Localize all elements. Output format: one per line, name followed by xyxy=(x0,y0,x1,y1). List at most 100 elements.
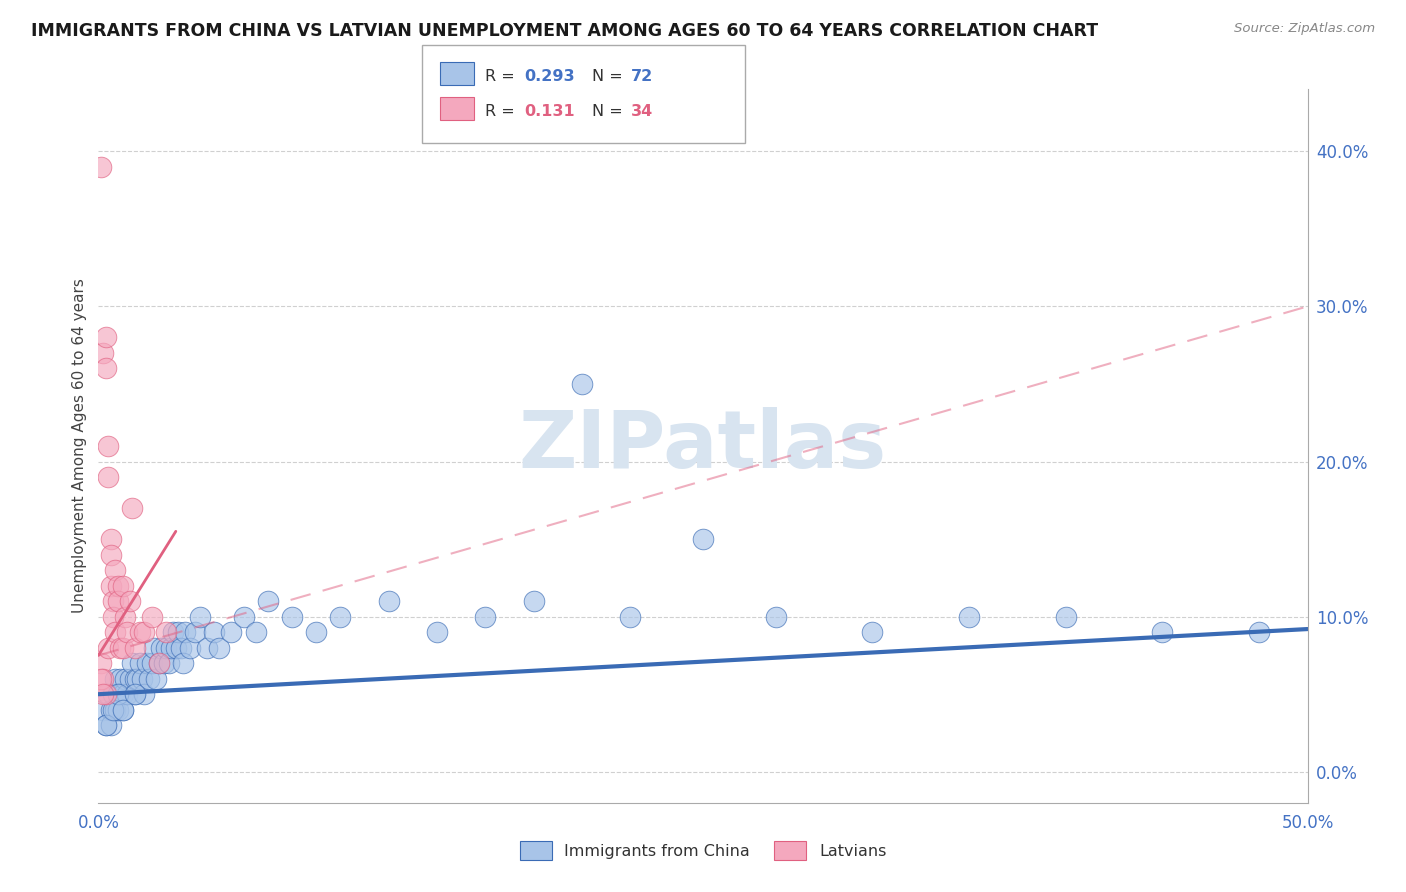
Point xyxy=(765,609,787,624)
Point xyxy=(121,501,143,516)
Point xyxy=(619,609,641,624)
Point xyxy=(143,640,166,655)
Point xyxy=(245,625,267,640)
Point xyxy=(91,703,114,717)
Point xyxy=(523,594,546,608)
Point xyxy=(108,640,131,655)
Point xyxy=(117,687,139,701)
Point xyxy=(104,563,127,577)
Point xyxy=(152,656,174,670)
Point xyxy=(100,579,122,593)
Point xyxy=(208,640,231,655)
Point xyxy=(100,718,122,732)
Point xyxy=(111,687,134,701)
Point xyxy=(90,656,112,670)
Point xyxy=(141,656,163,670)
Point xyxy=(860,625,883,640)
Point xyxy=(94,687,117,701)
Point xyxy=(128,625,150,640)
Point xyxy=(167,625,190,640)
Legend: Immigrants from China, Latvians: Immigrants from China, Latvians xyxy=(513,835,893,866)
Text: ZIPatlas: ZIPatlas xyxy=(519,407,887,485)
Point xyxy=(104,672,127,686)
Point xyxy=(141,609,163,624)
Point xyxy=(118,594,141,608)
Point xyxy=(97,470,120,484)
Text: IMMIGRANTS FROM CHINA VS LATVIAN UNEMPLOYMENT AMONG AGES 60 TO 64 YEARS CORRELAT: IMMIGRANTS FROM CHINA VS LATVIAN UNEMPLO… xyxy=(31,22,1098,40)
Point xyxy=(145,672,167,686)
Point xyxy=(1249,625,1271,640)
Point xyxy=(148,656,170,670)
Point xyxy=(160,640,183,655)
Point xyxy=(114,609,136,624)
Point xyxy=(90,160,112,174)
Point xyxy=(90,672,112,686)
Point xyxy=(221,625,243,640)
Point xyxy=(107,687,129,701)
Point xyxy=(155,640,177,655)
Point xyxy=(155,625,177,640)
Point xyxy=(1054,609,1077,624)
Point xyxy=(94,718,117,732)
Point xyxy=(101,594,124,608)
Point xyxy=(305,625,328,640)
Point xyxy=(148,656,170,670)
Point xyxy=(100,548,122,562)
Point xyxy=(111,640,134,655)
Point xyxy=(117,625,139,640)
Point xyxy=(692,532,714,546)
Point xyxy=(1152,625,1174,640)
Point xyxy=(474,609,496,624)
Point xyxy=(134,625,156,640)
Point xyxy=(107,687,129,701)
Point xyxy=(101,687,124,701)
Point xyxy=(100,703,122,717)
Text: R =: R = xyxy=(485,69,520,84)
Point xyxy=(138,672,160,686)
Point xyxy=(571,376,593,391)
Point xyxy=(179,640,201,655)
Point xyxy=(256,594,278,608)
Text: 72: 72 xyxy=(631,69,654,84)
Text: N =: N = xyxy=(592,104,628,120)
Point xyxy=(111,703,134,717)
Point xyxy=(426,625,449,640)
Point xyxy=(195,640,218,655)
Point xyxy=(91,672,114,686)
Text: 0.293: 0.293 xyxy=(524,69,575,84)
Point xyxy=(108,672,131,686)
Text: Source: ZipAtlas.com: Source: ZipAtlas.com xyxy=(1234,22,1375,36)
Text: 0.131: 0.131 xyxy=(524,104,575,120)
Point xyxy=(111,703,134,717)
Point xyxy=(157,656,180,670)
Point xyxy=(169,640,191,655)
Point xyxy=(135,656,157,670)
Point xyxy=(104,703,127,717)
Point xyxy=(104,625,127,640)
Point xyxy=(124,687,146,701)
Point xyxy=(184,625,207,640)
Point xyxy=(118,672,141,686)
Point xyxy=(150,640,173,655)
Point xyxy=(329,609,352,624)
Point xyxy=(162,625,184,640)
Point xyxy=(127,672,149,686)
Point xyxy=(94,330,117,344)
Point xyxy=(101,609,124,624)
Point xyxy=(100,532,122,546)
Point xyxy=(121,656,143,670)
Point xyxy=(377,594,399,608)
Point xyxy=(204,625,226,640)
Point xyxy=(111,579,134,593)
Point xyxy=(957,609,980,624)
Point xyxy=(107,579,129,593)
Point xyxy=(165,640,187,655)
Point xyxy=(94,361,117,376)
Text: R =: R = xyxy=(485,104,520,120)
Point xyxy=(101,703,124,717)
Point xyxy=(124,672,146,686)
Point xyxy=(114,672,136,686)
Point xyxy=(232,609,254,624)
Point xyxy=(172,656,194,670)
Text: 34: 34 xyxy=(631,104,654,120)
